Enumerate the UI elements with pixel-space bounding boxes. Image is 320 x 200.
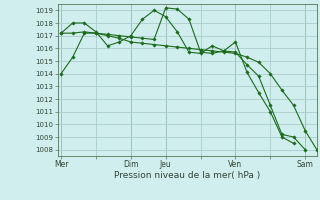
X-axis label: Pression niveau de la mer( hPa ): Pression niveau de la mer( hPa ) <box>114 171 260 180</box>
